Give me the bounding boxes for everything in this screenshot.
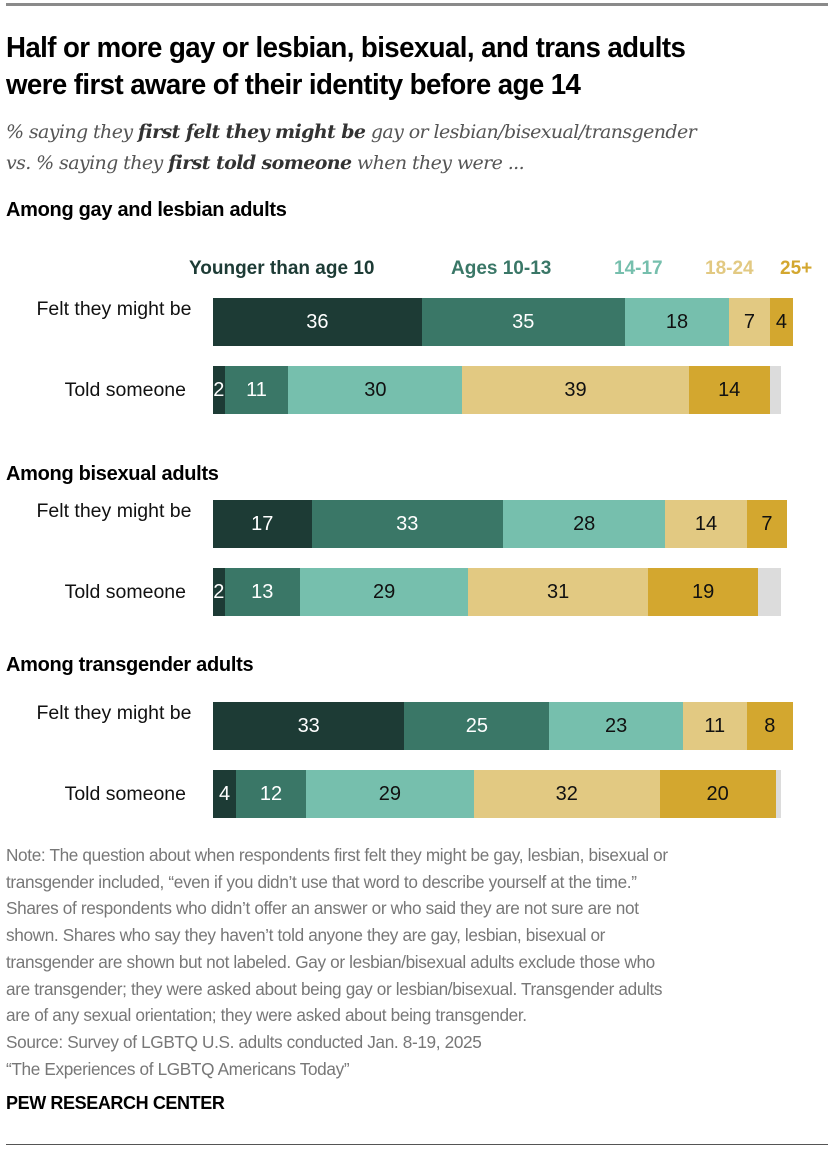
row-label-text: Felt they might be	[36, 298, 192, 320]
note-line: are of any sexual orientation; they were…	[6, 1005, 527, 1026]
note-line: Note: The question about when respondent…	[6, 845, 668, 865]
bar-segment: 4	[769, 298, 793, 346]
bar-segment: 33	[311, 500, 503, 548]
row-label: Felt they might be	[22, 498, 206, 524]
bar-segment: 8	[746, 702, 793, 750]
bar-segment: 25	[404, 702, 550, 750]
bar-segment-not-told	[758, 568, 782, 616]
chart-title: Half or more gay or lesbian, bisexual, a…	[6, 30, 811, 104]
bar-segment: 11	[224, 366, 289, 414]
bar-segment: 4	[213, 770, 237, 818]
legend-item: Ages 10-13	[451, 258, 552, 279]
row-label: Told someone	[64, 581, 186, 603]
row-label-text: Felt they might be	[36, 702, 192, 724]
note-line: Shares of respondents who didn’t offer a…	[6, 898, 639, 919]
bar-segment: 14	[665, 500, 747, 548]
row-label: Told someone	[64, 379, 186, 401]
note-line: transgender included, “even if you didn’…	[6, 871, 637, 892]
legend-item: 18-24	[705, 258, 754, 279]
bar-segment: 2	[213, 366, 225, 414]
legend-item: Younger than age 10	[189, 258, 375, 279]
bar-segment: 35	[421, 298, 625, 346]
bar-segment-not-told	[775, 770, 782, 818]
bar-segment: 36	[213, 298, 422, 346]
bar-segment: 23	[549, 702, 683, 750]
panel-title: Among gay and lesbian adults	[6, 199, 287, 221]
row-label: Felt they might be	[22, 296, 206, 322]
subtitle-segment: first told someone	[168, 152, 352, 174]
bar-segment: 11	[682, 702, 747, 750]
bar-segment: 33	[213, 702, 405, 750]
bar-segment: 20	[659, 770, 776, 818]
chart-note: Note: The question about when respondent…	[6, 842, 836, 1082]
title-line: were first aware of their identity befor…	[6, 69, 581, 101]
bar-segment: 14	[688, 366, 770, 414]
pew-logo-text: PEW RESEARCH CENTER	[6, 1093, 225, 1113]
bar-segment: 7	[746, 500, 788, 548]
bar-segment: 30	[288, 366, 463, 414]
bar-segment: 18	[624, 298, 730, 346]
legend-item: 25+	[780, 258, 813, 279]
bar-segment: 13	[224, 568, 300, 616]
bar-segment: 7	[729, 298, 770, 346]
bar-segment: 2	[213, 568, 225, 616]
legend-item: 14-17	[614, 258, 663, 279]
note-line: transgender are shown but not labeled. G…	[6, 951, 655, 972]
subtitle-line: % saying they first felt they might be g…	[6, 117, 836, 148]
panel-title: Among bisexual adults	[6, 463, 219, 485]
row-label-text: Felt they might be	[36, 500, 192, 522]
note-line: “The Experiences of LGBTQ Americans Toda…	[6, 1058, 350, 1079]
bar-segment: 28	[503, 500, 666, 548]
bar-segment: 29	[305, 770, 474, 818]
title-line: Half or more gay or lesbian, bisexual, a…	[6, 32, 686, 64]
bar-segment: 12	[236, 770, 306, 818]
top-rule	[6, 3, 828, 6]
row-label: Told someone	[64, 783, 186, 805]
bar-segment: 17	[213, 500, 312, 548]
subtitle-segment: when they were ...	[351, 152, 525, 174]
note-line: shown. Shares who say they haven’t told …	[6, 925, 606, 946]
subtitle-segment: vs. % saying they	[6, 152, 169, 174]
bottom-rule	[6, 1144, 828, 1145]
note-line: are transgender; they were asked about b…	[6, 978, 663, 999]
row-label: Felt they might be	[22, 700, 206, 726]
bar-segment: 29	[300, 568, 469, 616]
bar-segment: 31	[468, 568, 648, 616]
bar-segment: 32	[474, 770, 660, 818]
bar-segment: 39	[462, 366, 689, 414]
panel-title: Among transgender adults	[6, 654, 254, 676]
source-line: Source: Survey of LGBTQ U.S. adults cond…	[6, 1031, 482, 1052]
subtitle-segment: % saying they	[6, 121, 138, 143]
subtitle-segment: gay or lesbian/bisexual/transgender	[365, 121, 697, 143]
bar-segment: 19	[648, 568, 759, 616]
bar-segment-not-told	[769, 366, 782, 414]
subtitle-segment: first felt they might be	[137, 121, 366, 143]
subtitle-line: vs. % saying they first told someone whe…	[6, 148, 836, 179]
chart-subtitle: % saying they first felt they might be g…	[6, 117, 836, 179]
